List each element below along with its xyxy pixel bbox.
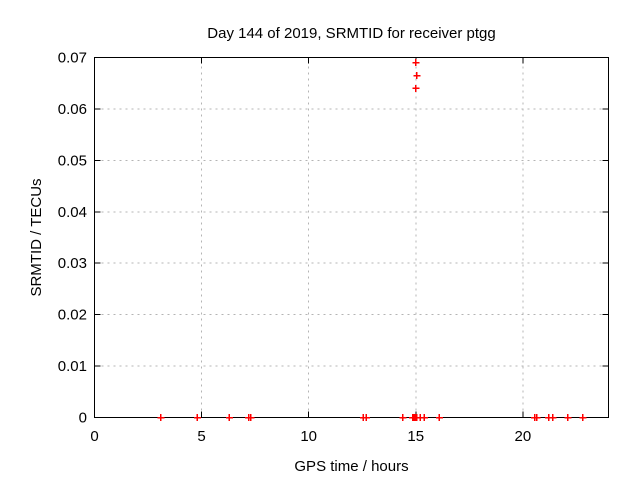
y-tick-label: 0 [79,410,87,427]
x-tick-label: 20 [514,428,531,445]
y-tick-label: 0.04 [58,204,87,221]
y-tick-label: 0.07 [58,50,87,67]
x-axis-label: GPS time / hours [294,458,408,475]
y-tick-label: 0.05 [58,152,87,169]
x-tick-label: 10 [300,428,317,445]
y-tick-label: 0.02 [58,307,87,324]
y-tick-label: 0.01 [58,358,87,375]
x-tick-label: 0 [90,428,98,445]
chart-title: Day 144 of 2019, SRMTID for receiver ptg… [207,25,495,42]
y-tick-label: 0.03 [58,255,87,272]
x-tick-label: 5 [197,428,205,445]
y-axis-label: SRMTID / TECUs [28,178,45,296]
y-tick-label: 0.06 [58,101,87,118]
x-tick-label: 15 [407,428,424,445]
plot-border [94,57,609,418]
